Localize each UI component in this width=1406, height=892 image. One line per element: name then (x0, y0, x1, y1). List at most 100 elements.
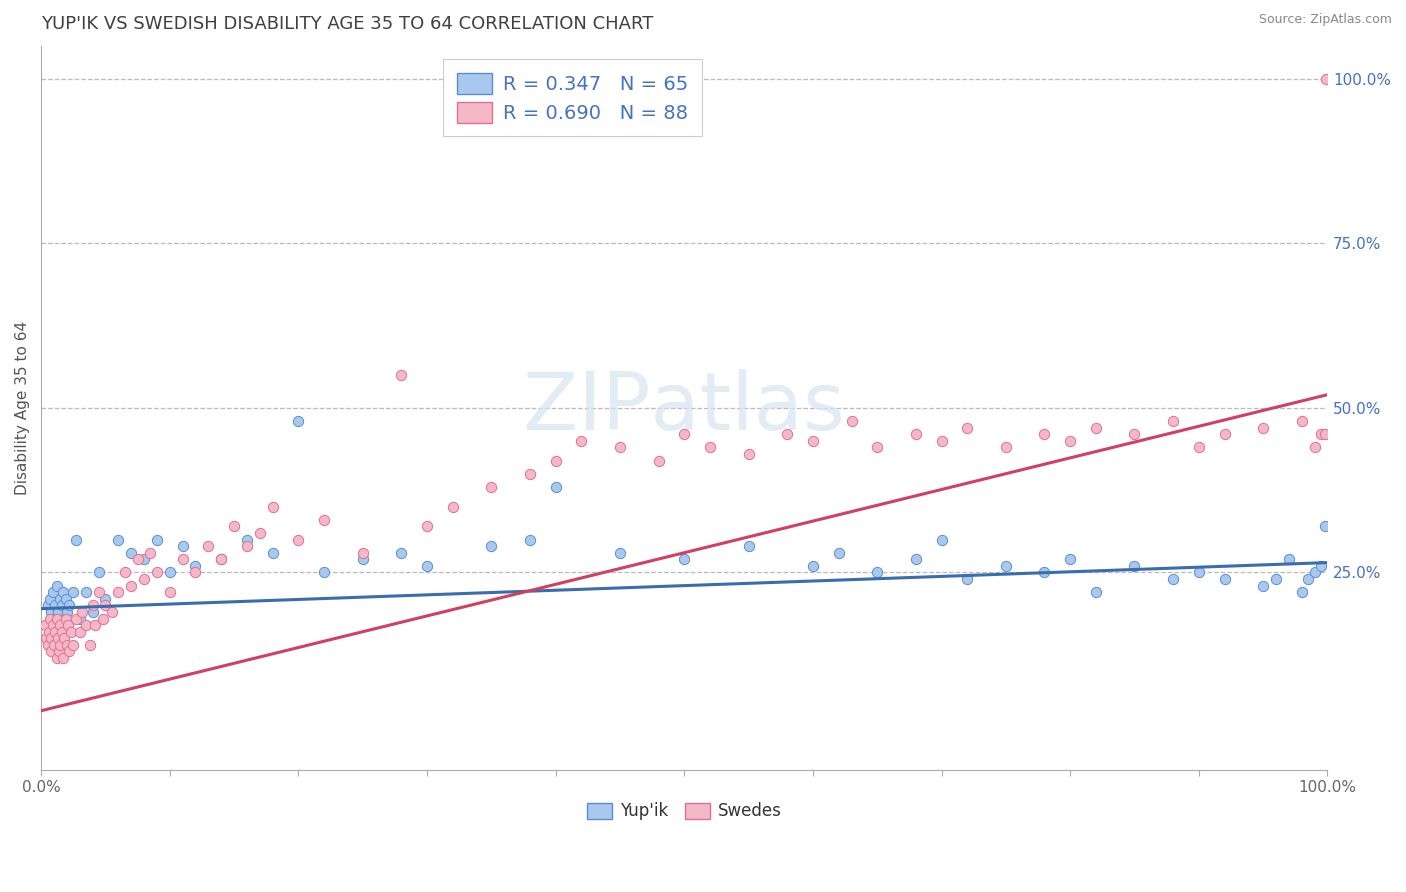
Point (45, 579, 67, 593)
Point (197, 539, 219, 553)
Point (75, 618, 97, 632)
Point (209, 552, 232, 566)
Point (1251, 420, 1274, 434)
Point (75, 585, 97, 599)
Point (146, 566, 169, 580)
Point (904, 552, 927, 566)
Point (287, 533, 309, 547)
Point (120, 579, 142, 593)
Point (69, 624, 91, 639)
Point (101, 605, 124, 619)
Point (42, 611, 65, 625)
Point (1303, 441, 1326, 455)
Point (416, 519, 439, 533)
Point (49, 618, 72, 632)
Point (479, 539, 502, 553)
Point (84, 618, 107, 632)
Point (1303, 566, 1326, 580)
Point (184, 566, 207, 580)
Point (94, 591, 117, 606)
Point (159, 566, 181, 580)
Point (673, 427, 696, 442)
Point (956, 420, 979, 434)
Point (146, 533, 169, 547)
Point (1188, 441, 1211, 455)
Point (1251, 579, 1274, 593)
Point (1213, 427, 1236, 442)
Point (609, 441, 631, 455)
Point (1123, 427, 1146, 442)
Point (35, 632, 58, 646)
Point (34, 618, 56, 632)
Point (994, 558, 1017, 573)
Point (45, 611, 67, 625)
Point (569, 434, 592, 448)
Point (41, 585, 63, 599)
Point (956, 572, 979, 586)
Point (352, 552, 374, 566)
Point (801, 558, 824, 573)
Text: Source: ZipAtlas.com: Source: ZipAtlas.com (1258, 13, 1392, 27)
Point (1161, 572, 1184, 586)
Point (827, 546, 849, 560)
Point (52, 585, 75, 599)
Point (519, 467, 541, 481)
Y-axis label: Disability Age 35 to 64: Disability Age 35 to 64 (15, 321, 30, 495)
Point (1310, 427, 1333, 442)
Point (1291, 585, 1313, 599)
Text: ZIP​atlas: ZIP​atlas (523, 368, 845, 447)
Point (209, 552, 232, 566)
Point (314, 566, 336, 580)
Point (94, 599, 117, 613)
Legend: Yup'ik, Swedes: Yup'ik, Swedes (579, 796, 789, 827)
Point (79, 638, 101, 652)
Point (52, 651, 75, 665)
Point (389, 546, 412, 560)
Point (222, 519, 245, 533)
Point (44, 599, 66, 613)
Point (132, 552, 155, 566)
Point (49, 638, 72, 652)
Point (120, 546, 142, 560)
Point (1313, 427, 1336, 442)
Point (1033, 566, 1056, 580)
Point (37, 599, 59, 613)
Point (72, 605, 94, 619)
Point (51, 624, 73, 639)
Point (53, 611, 76, 625)
Point (69, 611, 91, 625)
Point (1265, 572, 1288, 586)
Point (262, 500, 284, 514)
Point (82, 599, 104, 613)
Point (236, 533, 259, 547)
Point (262, 546, 284, 560)
Point (172, 552, 194, 566)
Point (699, 441, 721, 455)
Point (37, 638, 59, 652)
Point (904, 427, 927, 442)
Point (87, 566, 110, 580)
Point (51, 599, 73, 613)
Point (1033, 427, 1056, 442)
Point (41, 618, 63, 632)
Point (479, 480, 502, 494)
Point (841, 414, 863, 428)
Point (314, 513, 336, 527)
Point (41, 632, 63, 646)
Point (519, 533, 541, 547)
Point (1278, 552, 1301, 566)
Point (184, 558, 207, 573)
Point (49, 591, 72, 606)
Point (65, 533, 87, 547)
Point (62, 638, 84, 652)
Point (39, 611, 62, 625)
Point (441, 500, 464, 514)
Point (1188, 566, 1211, 580)
Point (172, 539, 194, 553)
Point (801, 434, 824, 448)
Point (1313, 519, 1336, 533)
Point (55, 591, 77, 606)
Point (56, 605, 79, 619)
Point (56, 618, 79, 632)
Point (114, 566, 136, 580)
